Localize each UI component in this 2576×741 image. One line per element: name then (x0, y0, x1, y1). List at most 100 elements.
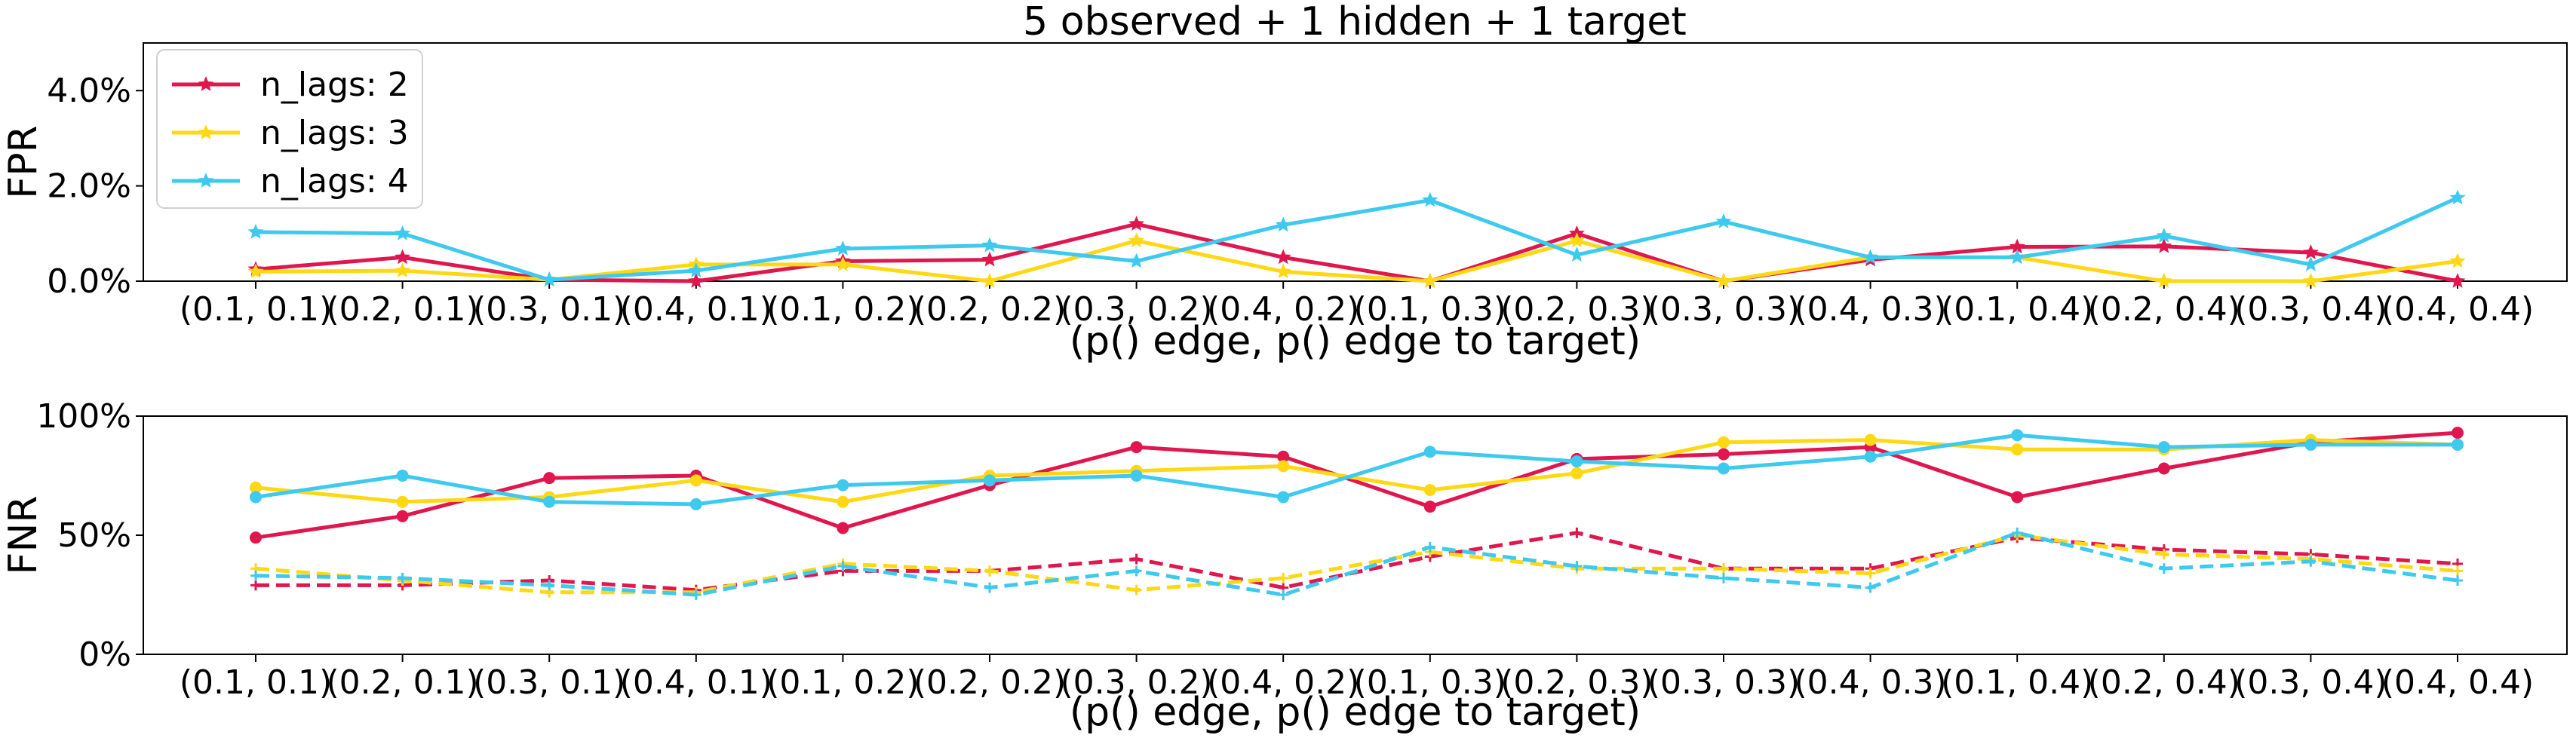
data-point-star (1275, 216, 1291, 232)
data-point-star (2302, 244, 2319, 260)
series-n_lags_4-solid (247, 189, 2466, 287)
data-point-circle (396, 495, 409, 508)
data-point-star (1862, 249, 1879, 265)
x-tick-label: (0.2, 0.3) (1500, 663, 1653, 702)
series-n_lags_4-solid (250, 429, 2464, 510)
data-point-star (688, 262, 705, 278)
x-tick-label: (0.4, 0.2) (1207, 290, 1359, 329)
y-tick-label: 2.0% (47, 167, 131, 206)
data-point-plus (984, 565, 995, 577)
data-point-star (1128, 232, 1145, 248)
x-tick-label: (0.4, 0.1) (620, 290, 772, 329)
data-point-plus (1571, 527, 1583, 538)
data-point-plus (2158, 563, 2169, 574)
x-tick-label: (0.1, 0.2) (766, 290, 919, 329)
legend-swatch-marker (198, 124, 214, 139)
data-point-circle (250, 481, 262, 494)
data-point-plus (250, 580, 261, 591)
data-point-circle (2011, 491, 2024, 504)
data-point-circle (689, 498, 702, 510)
data-point-circle (984, 474, 996, 487)
data-point-circle (1718, 436, 1730, 449)
data-point-plus (544, 580, 555, 591)
data-point-circle (2011, 443, 2024, 456)
data-point-circle (689, 474, 702, 487)
data-point-plus (1278, 572, 1289, 583)
data-point-star (1128, 253, 1145, 268)
x-tick-label: (0.1, 0.3) (1354, 663, 1506, 702)
y-tick-label: 0.0% (47, 262, 131, 301)
data-point-plus (1131, 565, 1142, 577)
x-tick-label: (0.3, 0.2) (1060, 663, 1212, 702)
data-point-circle (1423, 446, 1436, 458)
series-n_lags_4-dashed (250, 527, 2463, 600)
series-line (255, 433, 2458, 507)
data-point-star (1568, 246, 1585, 262)
x-tick-label: (0.3, 0.4) (2234, 663, 2387, 702)
x-tick-label: (0.2, 0.1) (326, 290, 478, 329)
data-point-circle (1570, 455, 1583, 468)
x-tick-label: (0.1, 0.1) (180, 663, 332, 702)
x-tick-label: (0.1, 0.4) (1941, 663, 2093, 702)
data-point-plus (397, 572, 408, 583)
legend-label: n_lags: 4 (260, 162, 409, 201)
data-point-plus (1424, 541, 1435, 553)
series-line (255, 533, 2458, 595)
legend: n_lags: 2 n_lags: 3 n_lags: 4 (156, 49, 423, 209)
data-point-star (247, 263, 264, 279)
data-point-star (1422, 273, 1438, 288)
data-point-circle (837, 495, 849, 508)
data-point-circle (1423, 501, 1436, 513)
data-point-plus (2158, 549, 2169, 560)
data-point-star (2302, 256, 2319, 271)
data-point-star (1275, 249, 1291, 265)
data-point-plus (1571, 561, 1583, 572)
x-tick-label: (0.2, 0.2) (913, 290, 1066, 329)
data-point-plus (1278, 589, 1289, 600)
data-point-circle (2452, 438, 2464, 451)
data-point-circle (1864, 433, 1877, 446)
x-tick-label: (0.3, 0.4) (2234, 290, 2387, 329)
series-line (255, 438, 2458, 504)
data-point-star (2156, 273, 2172, 288)
data-point-circle (1718, 448, 1730, 461)
x-tick-label: (0.2, 0.3) (1500, 290, 1653, 329)
y-tick-label: 0% (78, 635, 131, 674)
data-point-circle (396, 470, 409, 482)
data-point-circle (837, 479, 849, 491)
x-tick-label: (0.1, 0.4) (1941, 290, 2093, 329)
data-point-circle (543, 495, 556, 508)
plot-frame (143, 415, 2568, 655)
series-line (255, 430, 2458, 540)
x-tick-label: (0.3, 0.3) (1647, 290, 1800, 329)
x-axis-label: (p() edge, p() edge to target) (1070, 319, 1641, 364)
fpr-chart: 0.0%2.0%4.0%(0.1, 0.1)(0.2, 0.1)(0.3, 0.… (1, 42, 2568, 364)
data-point-star (2009, 249, 2025, 265)
figure-title: 5 observed + 1 hidden + 1 target (1023, 0, 1687, 44)
data-point-plus (1718, 563, 1729, 574)
data-point-star (1422, 191, 1438, 207)
data-point-circle (2157, 462, 2170, 475)
data-point-star (247, 223, 264, 239)
x-tick-label: (0.1, 0.2) (766, 663, 919, 702)
data-point-circle (250, 531, 262, 544)
series-line (255, 222, 2458, 283)
data-point-star (2302, 273, 2319, 288)
data-point-star (1568, 232, 1585, 248)
data-point-plus (1718, 572, 1729, 583)
data-point-plus (2452, 565, 2463, 577)
data-point-star (981, 237, 998, 253)
data-point-plus (2452, 575, 2463, 586)
data-point-plus (1865, 568, 1876, 579)
y-axis-label: FNR (1, 496, 46, 575)
x-tick-label: (0.4, 0.4) (2381, 290, 2534, 329)
x-tick-label: (0.2, 0.4) (2088, 663, 2240, 702)
data-point-plus (1131, 553, 1142, 565)
legend-label: n_lags: 2 (260, 66, 409, 104)
plot-frame (143, 42, 2568, 282)
data-point-star (1275, 263, 1291, 279)
x-tick-label: (0.1, 0.1) (180, 290, 332, 329)
y-tick-label: 100% (36, 397, 131, 436)
data-point-star (688, 273, 705, 288)
